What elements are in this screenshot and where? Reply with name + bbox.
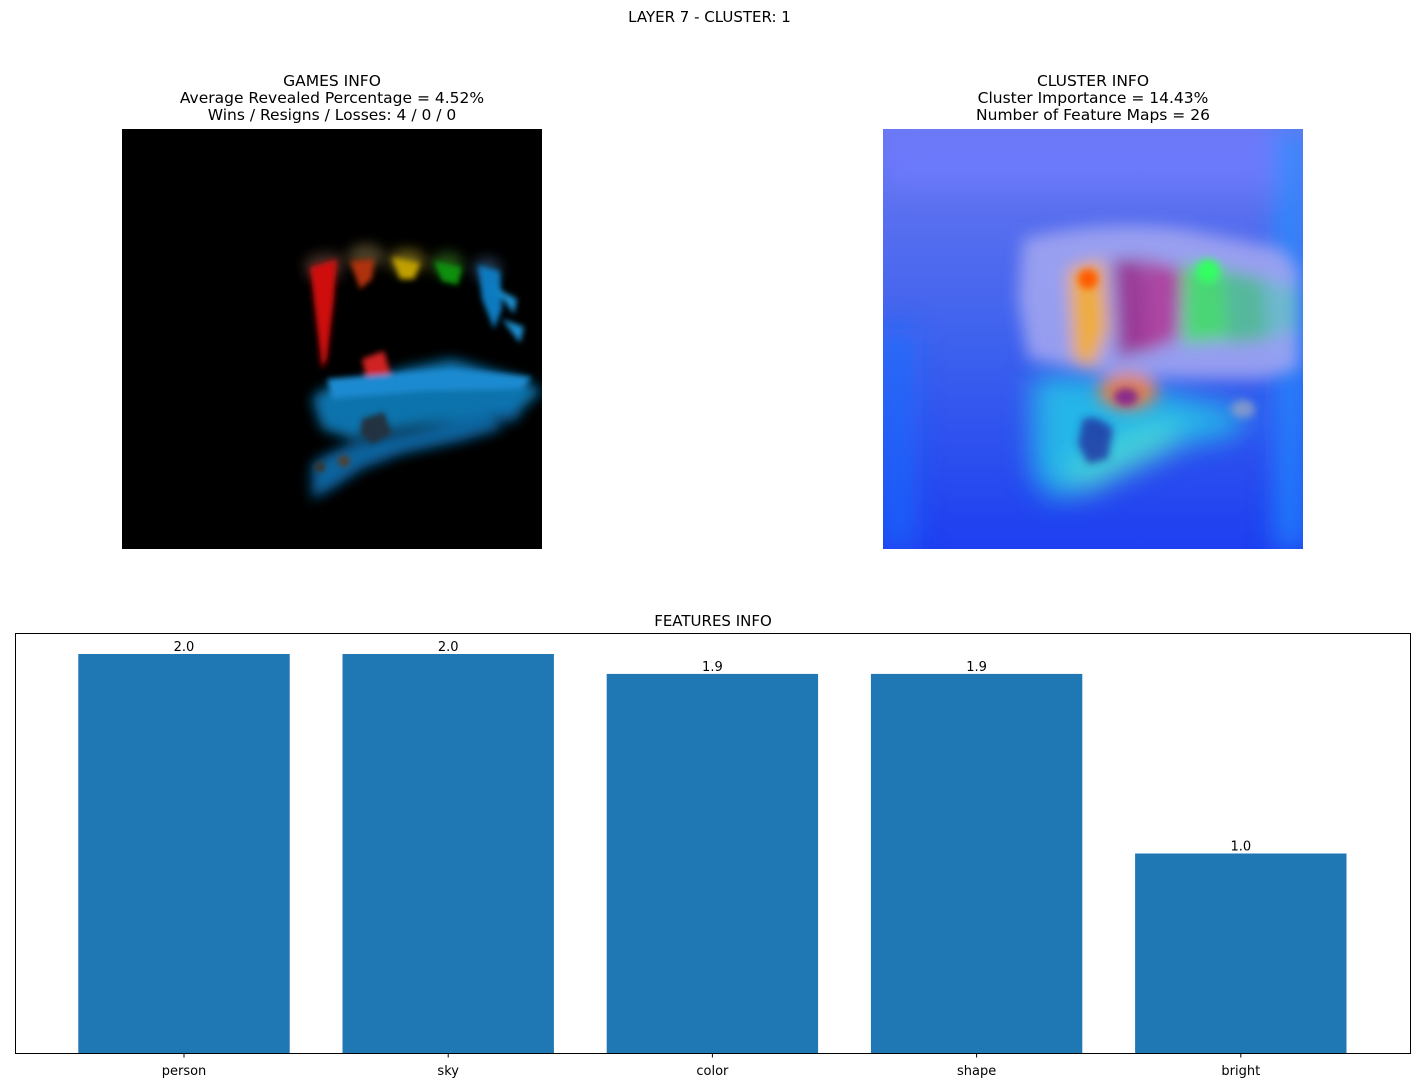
x-tick-label-color: color bbox=[696, 1064, 729, 1079]
bar-color bbox=[607, 674, 818, 1053]
bar-person bbox=[78, 654, 289, 1053]
bar-bright bbox=[1135, 854, 1346, 1054]
x-tick-label-person: person bbox=[162, 1064, 207, 1079]
value-label-shape: 1.9 bbox=[966, 660, 987, 675]
bar-shape bbox=[871, 674, 1082, 1053]
value-label-color: 1.9 bbox=[702, 660, 723, 675]
x-tick-label-bright: bright bbox=[1221, 1064, 1260, 1079]
x-tick-label-shape: shape bbox=[957, 1064, 996, 1079]
value-label-person: 2.0 bbox=[174, 640, 195, 655]
value-label-bright: 1.0 bbox=[1230, 840, 1251, 855]
bar-sky bbox=[343, 654, 554, 1053]
value-label-sky: 2.0 bbox=[438, 640, 459, 655]
x-tick-label-sky: sky bbox=[437, 1064, 459, 1079]
